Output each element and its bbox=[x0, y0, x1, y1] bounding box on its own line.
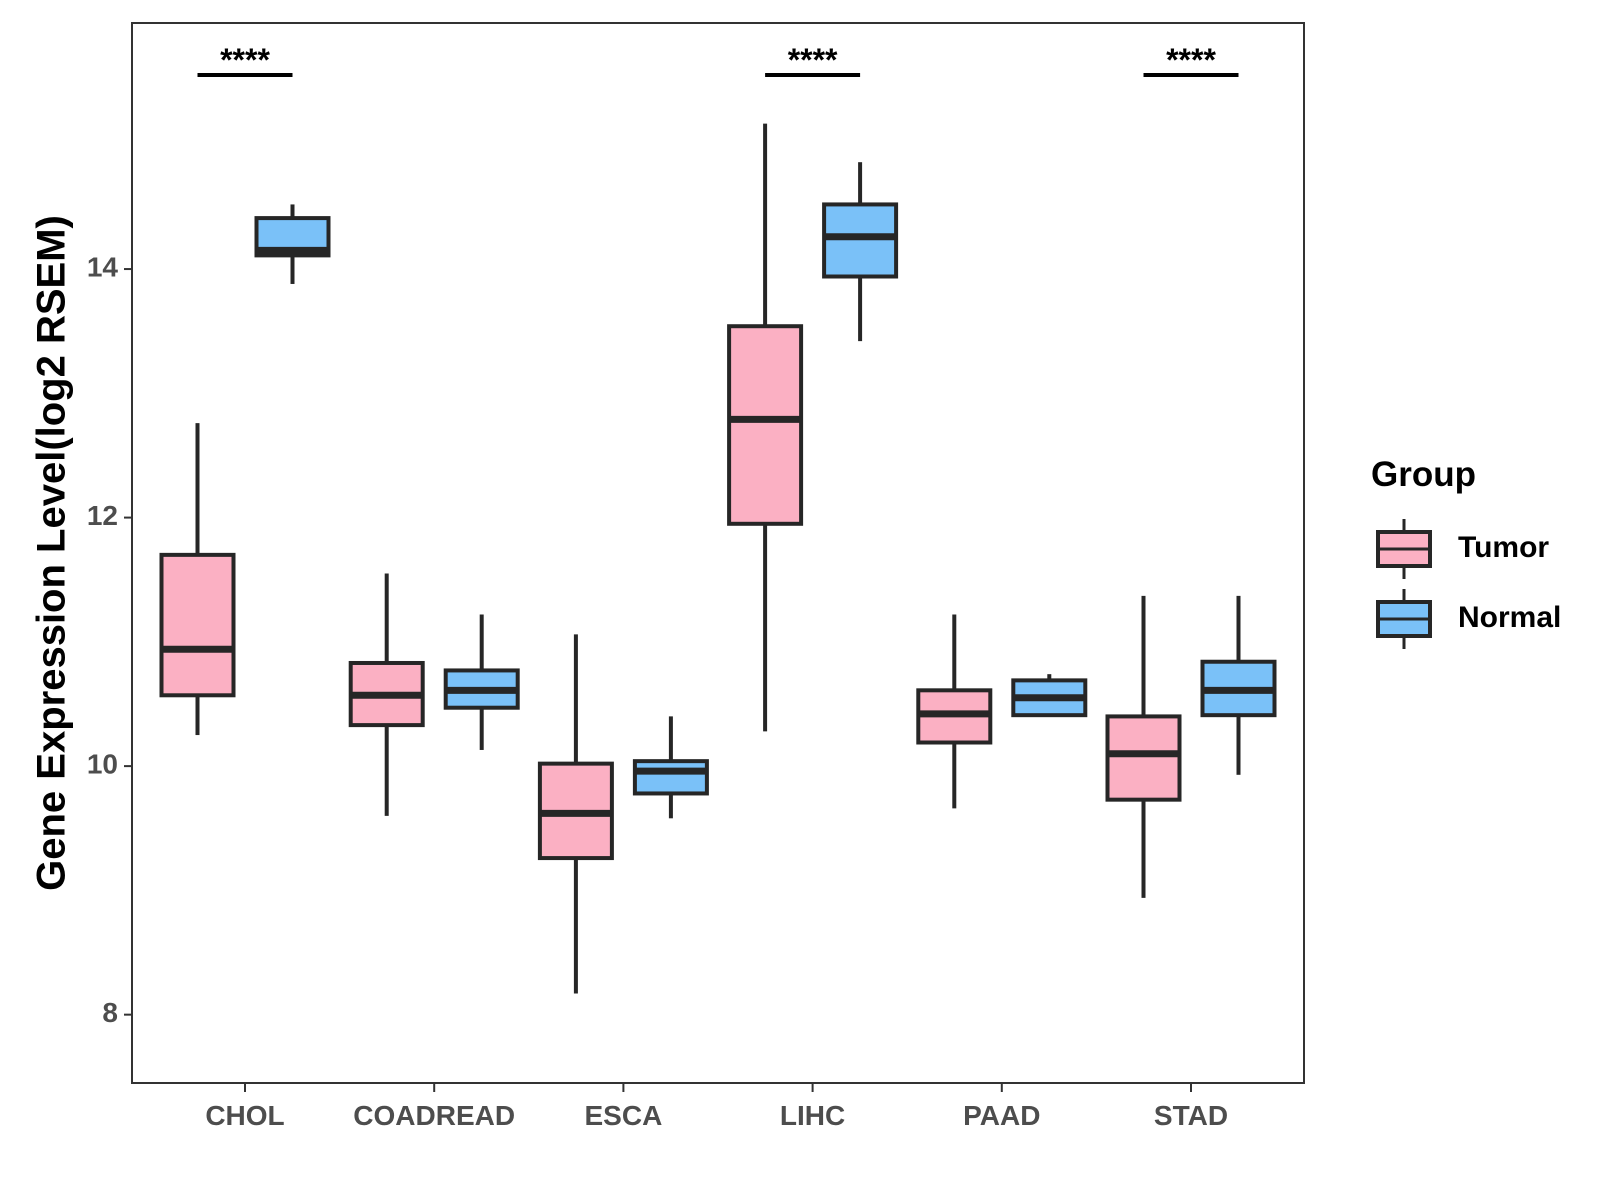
significance-lihc: **** bbox=[765, 42, 861, 78]
y-tick-label: 14 bbox=[87, 251, 119, 282]
box-normal-stad bbox=[1200, 595, 1277, 775]
y-axis: 8 10 12 14 bbox=[87, 251, 132, 1028]
legend-item-normal: Normal bbox=[1376, 589, 1561, 649]
legend-title: Group bbox=[1371, 455, 1476, 494]
x-tick-label: COADREAD bbox=[353, 1100, 515, 1131]
significance-label: **** bbox=[788, 42, 838, 78]
box-iqr bbox=[159, 552, 236, 698]
box-tumor-chol bbox=[159, 423, 236, 736]
box-tumor-lihc bbox=[727, 123, 804, 732]
y-tick-label: 10 bbox=[87, 749, 118, 780]
legend-label: Normal bbox=[1458, 601, 1561, 634]
box-iqr bbox=[632, 759, 709, 796]
legend-label: Tumor bbox=[1458, 531, 1549, 564]
significance-layer: **** **** **** bbox=[197, 42, 1239, 78]
box-layer bbox=[159, 123, 1277, 994]
y-tick-label: 8 bbox=[102, 997, 118, 1028]
plot-panel bbox=[131, 22, 1305, 1084]
x-tick-label: LIHC bbox=[780, 1100, 845, 1131]
box-tumor-paad bbox=[916, 614, 993, 809]
box-tumor-coadread bbox=[348, 573, 425, 816]
x-tick-label: CHOL bbox=[205, 1100, 284, 1131]
box-normal-esca bbox=[632, 716, 709, 819]
y-axis-title: Gene Expression Level(log2 RSEM) bbox=[30, 215, 74, 891]
significance-label: **** bbox=[1166, 42, 1216, 78]
x-tick-label: STAD bbox=[1154, 1100, 1228, 1131]
legend: Group Tumor Normal bbox=[1371, 455, 1561, 649]
box-iqr bbox=[727, 324, 804, 526]
x-tick-label: ESCA bbox=[585, 1100, 663, 1131]
box-iqr bbox=[1105, 714, 1182, 802]
box-normal-chol bbox=[254, 204, 331, 284]
box-normal-paad bbox=[1011, 674, 1088, 718]
box-iqr bbox=[822, 202, 899, 279]
box-normal-coadread bbox=[443, 614, 520, 750]
x-axis: CHOL COADREAD ESCA LIHC PAAD STAD bbox=[205, 1083, 1228, 1131]
legend-item-tumor: Tumor bbox=[1376, 519, 1549, 579]
x-tick-label: PAAD bbox=[963, 1100, 1040, 1131]
box-normal-lihc bbox=[822, 162, 899, 342]
box-tumor-esca bbox=[537, 634, 614, 994]
significance-chol: **** bbox=[197, 42, 293, 78]
significance-label: **** bbox=[220, 42, 270, 78]
y-tick-label: 12 bbox=[87, 500, 118, 531]
significance-stad: **** bbox=[1143, 42, 1239, 78]
box-tumor-stad bbox=[1105, 595, 1182, 898]
